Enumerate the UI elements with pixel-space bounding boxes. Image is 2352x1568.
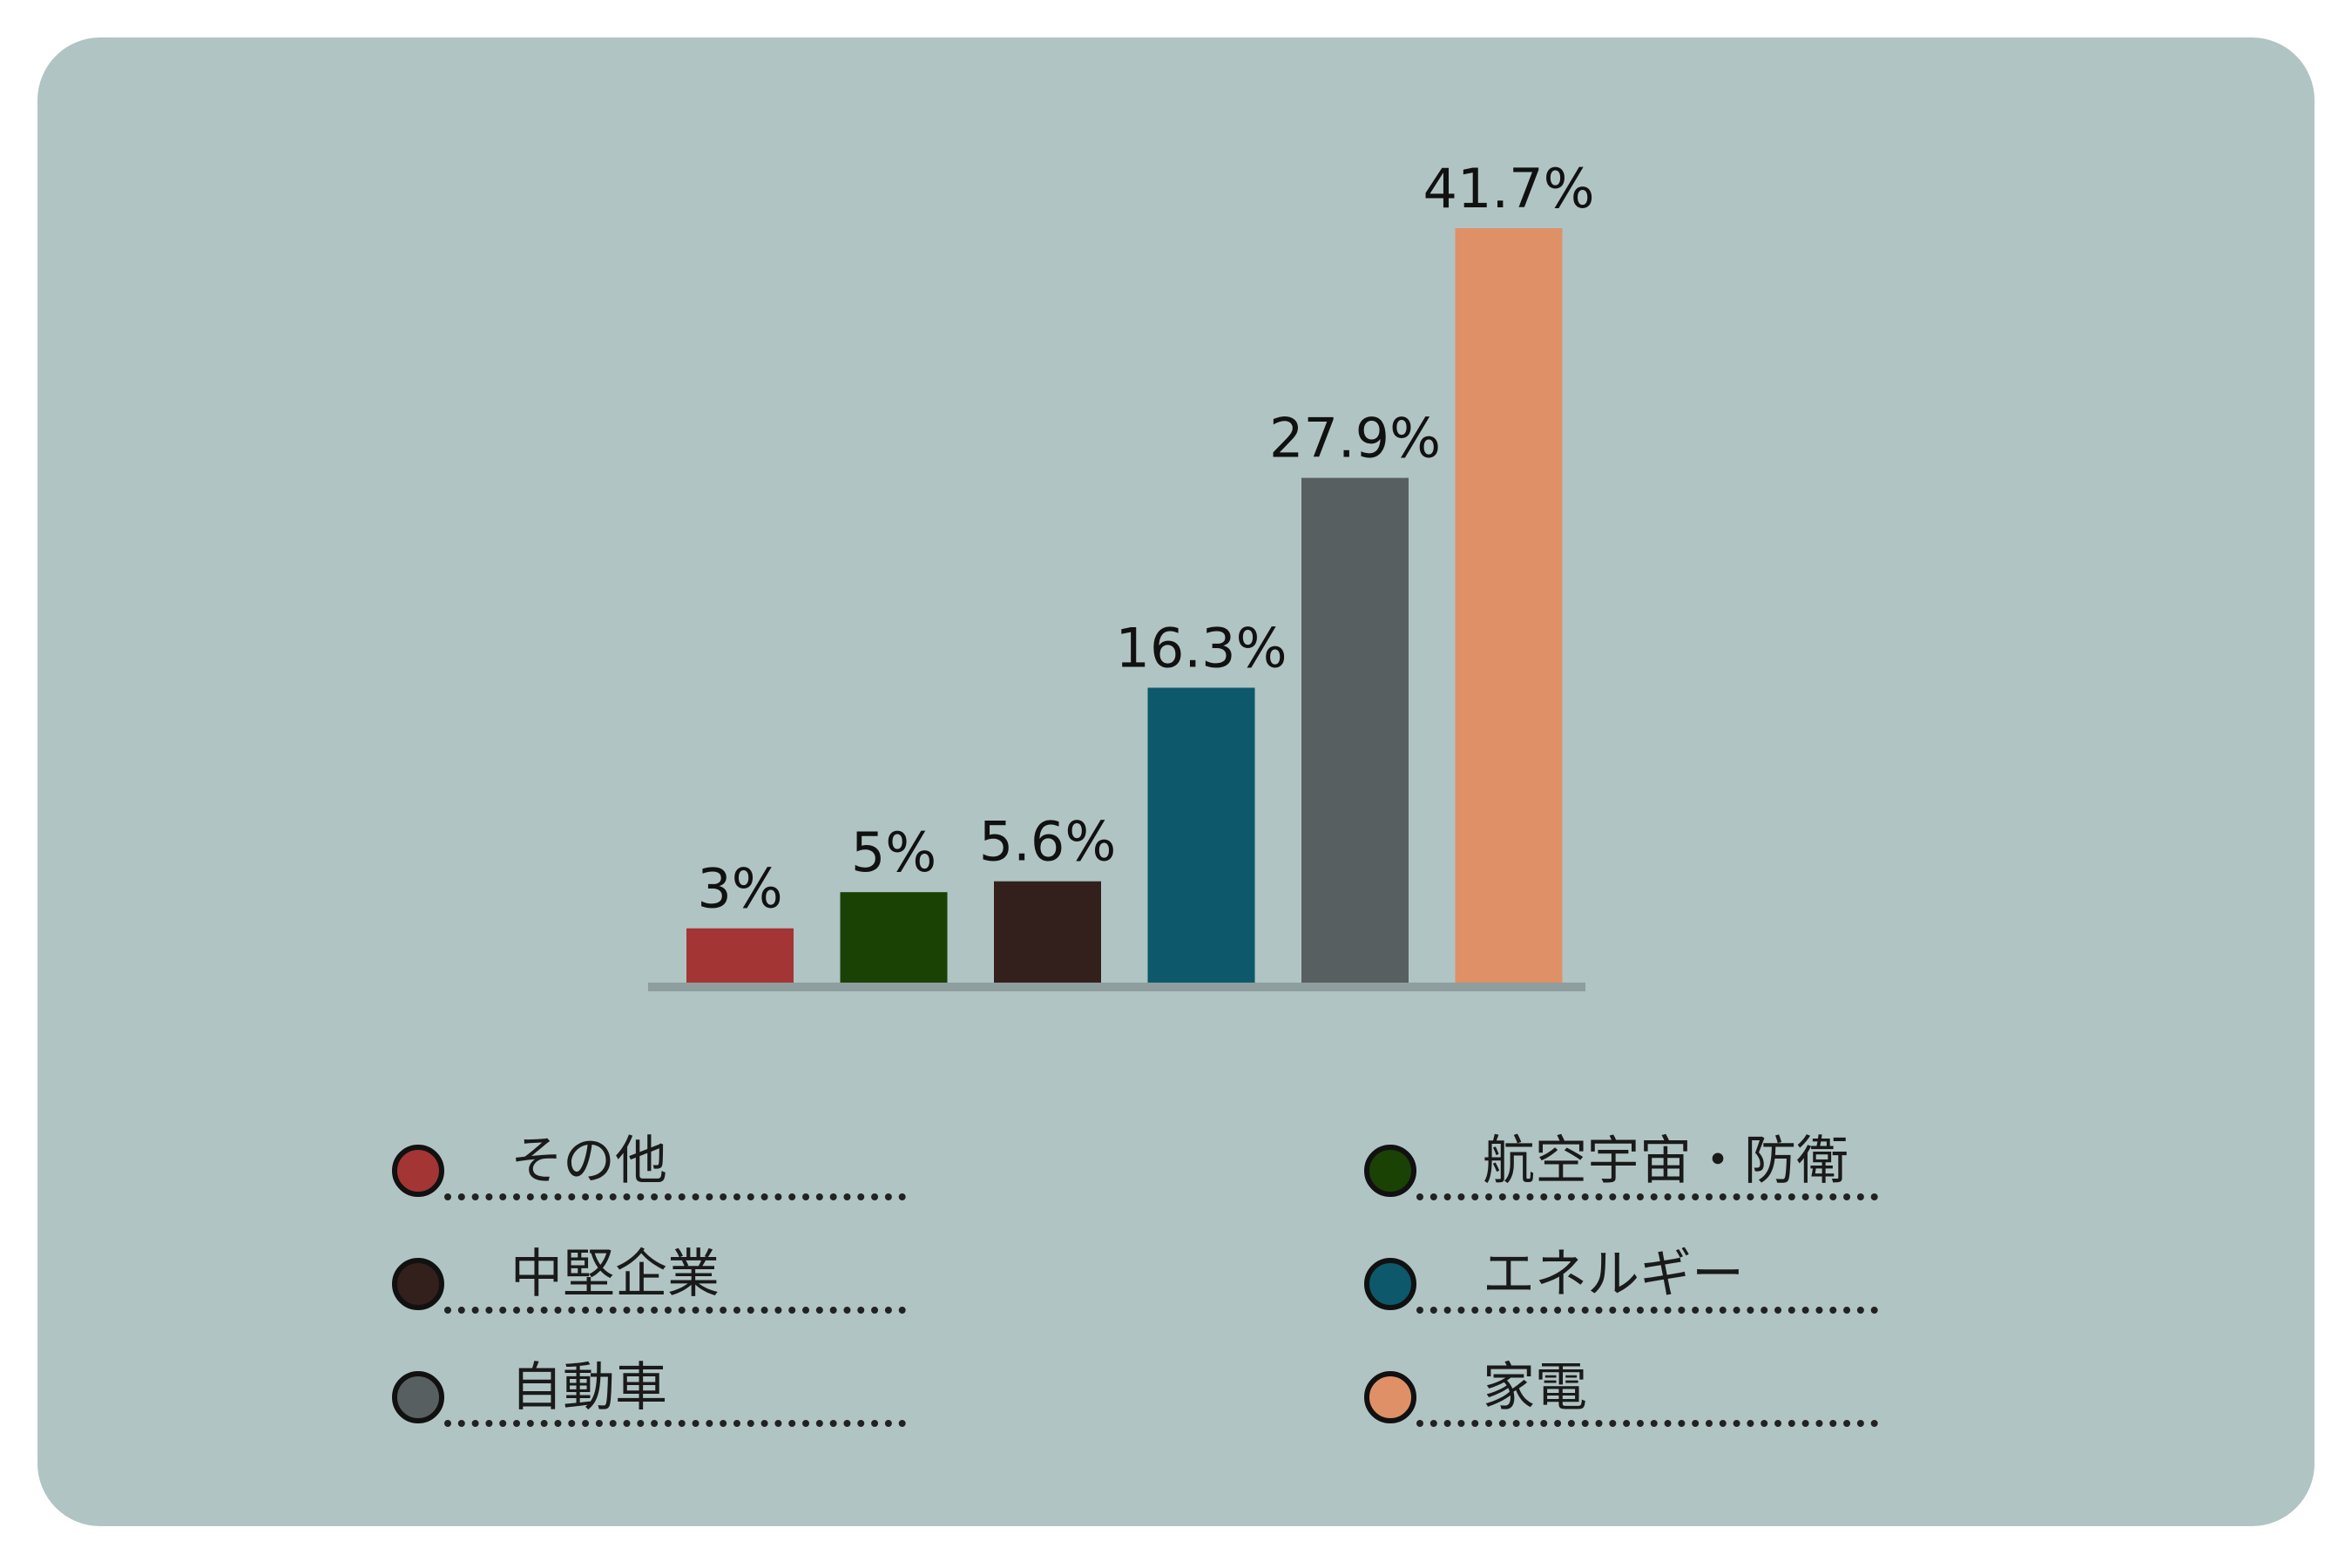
legend-label-3: エネルギー [1483,1244,1744,1305]
bar-1 [840,892,948,983]
value-label-0: 3% [697,857,782,921]
legend-swatch-2 [392,1258,444,1310]
legend-swatch-3 [1364,1258,1416,1310]
value-label-2: 5.6% [979,810,1117,874]
legend-dotted-line-0 [444,1193,906,1200]
value-label-3: 16.3% [1116,616,1288,679]
legend-dotted-line-4 [444,1420,906,1427]
legend-dotted-line-5 [1416,1420,1878,1427]
legend-label-5: 家電 [1483,1357,1587,1418]
legend-label-0: その他 [510,1131,667,1192]
bar-0 [686,928,794,983]
bar-5 [1455,228,1563,983]
legend-swatch-4 [392,1371,444,1423]
legend-label-4: 自動車 [510,1357,667,1418]
legend-swatch-0 [392,1145,444,1197]
value-label-5: 41.7% [1423,157,1595,220]
legend-dotted-line-3 [1416,1307,1878,1314]
legend-label-1: 航空宇宙・防衛 [1483,1131,1848,1192]
legend-swatch-1 [1364,1145,1416,1197]
legend-dotted-line-1 [1416,1193,1878,1200]
value-label-4: 27.9% [1269,407,1441,470]
bar-4 [1301,477,1409,983]
value-label-1: 5% [851,821,936,884]
legend-dotted-line-2 [444,1307,906,1314]
bar-2 [994,881,1101,983]
legend-swatch-5 [1364,1371,1416,1423]
bar-3 [1147,687,1255,983]
legend-label-2: 中堅企業 [510,1244,720,1305]
x-axis-baseline [648,983,1585,991]
